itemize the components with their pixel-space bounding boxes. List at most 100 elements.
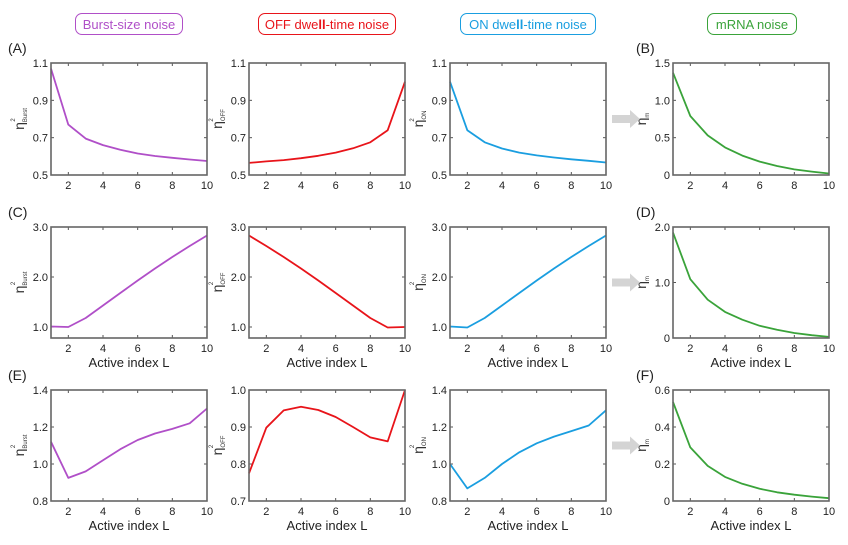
x-axis-label: Active index L [89, 355, 170, 370]
y-axis-label: ηBurst [11, 271, 29, 293]
x-tick-label: 8 [367, 506, 373, 518]
y-label-symbol: η [410, 283, 426, 291]
y-label-subscript: m [645, 276, 651, 281]
x-tick-label: 2 [263, 180, 269, 192]
x-tick-label: 8 [791, 343, 797, 355]
y-tick-label: 2.0 [33, 272, 48, 284]
x-tick-label: 2 [464, 506, 470, 518]
panel-letter-c: (C) [8, 204, 28, 220]
series-line [50, 407, 208, 479]
y-tick-label: 0.9 [231, 422, 246, 434]
y-label-subscript: OFF [221, 435, 227, 447]
y-tick-label: 0.7 [33, 133, 48, 145]
y-axis-label: ηOFF [209, 109, 227, 129]
x-tick-label: 10 [823, 343, 835, 355]
y-label-superscript: 2 [410, 281, 416, 285]
y-tick-label: 1.0 [231, 385, 246, 397]
y-tick-label: 0.9 [231, 95, 246, 107]
y-tick-label: 1.1 [231, 58, 246, 70]
plot-frame [50, 389, 208, 502]
x-tick-label: 10 [201, 343, 213, 355]
y-tick-label: 0.7 [231, 133, 246, 145]
x-tick-label: 6 [333, 180, 339, 192]
x-tick-label: 4 [499, 506, 505, 518]
x-tick-label: 10 [201, 180, 213, 192]
column-header-off-dwell-time-noise: OFF dwell-time noise [258, 13, 396, 35]
series-line [672, 401, 830, 500]
y-tick-label: 1.4 [33, 385, 48, 397]
x-tick-label: 8 [791, 180, 797, 192]
y-tick-label: 0.2 [655, 459, 670, 471]
y-tick-label: 0.7 [231, 496, 246, 508]
y-tick-label: 0.5 [432, 170, 447, 182]
series-line [248, 81, 406, 164]
x-axis-label: Active index L [488, 518, 569, 533]
y-tick-label: 3.0 [231, 222, 246, 234]
y-label-superscript: 2 [209, 118, 215, 122]
x-tick-label: 2 [65, 343, 71, 355]
y-label-subscript: ON [422, 274, 428, 283]
y-axis-label: ηm [633, 439, 651, 452]
y-tick-label: 0 [664, 496, 670, 508]
series-line [672, 232, 830, 338]
header-text-pre: OFF dwe [264, 17, 319, 32]
arrow-right-icon [612, 436, 640, 455]
x-tick-label: 4 [499, 180, 505, 192]
y-label-superscript: 2 [11, 118, 17, 122]
x-tick-label: 8 [367, 343, 373, 355]
y-tick-label: 1.1 [33, 58, 48, 70]
y-tick-label: 0.8 [432, 496, 447, 508]
x-tick-label: 4 [298, 506, 304, 518]
y-axis-label: ηBurst [11, 108, 29, 130]
x-tick-label: 8 [169, 343, 175, 355]
x-tick-label: 4 [100, 343, 106, 355]
series-line [449, 234, 607, 329]
series-line [50, 68, 208, 162]
x-tick-label: 2 [464, 180, 470, 192]
series-line [672, 72, 830, 175]
x-tick-label: 2 [65, 506, 71, 518]
x-tick-label: 6 [333, 343, 339, 355]
y-tick-label: 1.0 [33, 322, 48, 334]
y-tick-label: 0.5 [33, 170, 48, 182]
y-tick-label: 1.0 [33, 459, 48, 471]
x-tick-label: 8 [367, 180, 373, 192]
panel-letter-e: (E) [8, 367, 27, 383]
x-tick-label: 6 [534, 180, 540, 192]
x-tick-label: 10 [399, 506, 411, 518]
plot-frame [672, 389, 830, 502]
plot-frame [449, 389, 607, 502]
y-label-symbol: η [11, 122, 27, 130]
arrow-right-icon [612, 273, 640, 292]
y-label-superscript: 2 [11, 281, 17, 285]
y-label-symbol: η [209, 448, 225, 456]
x-tick-label: 10 [399, 180, 411, 192]
x-tick-label: 10 [823, 180, 835, 192]
x-tick-label: 4 [100, 506, 106, 518]
y-axis-label: ηBurst [11, 434, 29, 456]
y-tick-label: 1.0 [432, 322, 447, 334]
y-tick-label: 1.0 [655, 278, 670, 290]
y-label-superscript: 2 [209, 444, 215, 448]
x-axis-label: Active index L [287, 355, 368, 370]
x-tick-label: 4 [298, 343, 304, 355]
x-tick-label: 4 [722, 506, 728, 518]
x-tick-label: 8 [568, 180, 574, 192]
header-text-bold: ll [318, 17, 326, 32]
x-tick-label: 8 [568, 343, 574, 355]
y-axis-label: ηOFF [209, 435, 227, 455]
y-label-subscript: Burst [23, 271, 29, 285]
y-label-symbol: η [209, 285, 225, 293]
plot-frame [248, 226, 406, 339]
x-tick-label: 6 [534, 343, 540, 355]
y-tick-label: 0 [664, 333, 670, 345]
plot-frame [50, 226, 208, 339]
